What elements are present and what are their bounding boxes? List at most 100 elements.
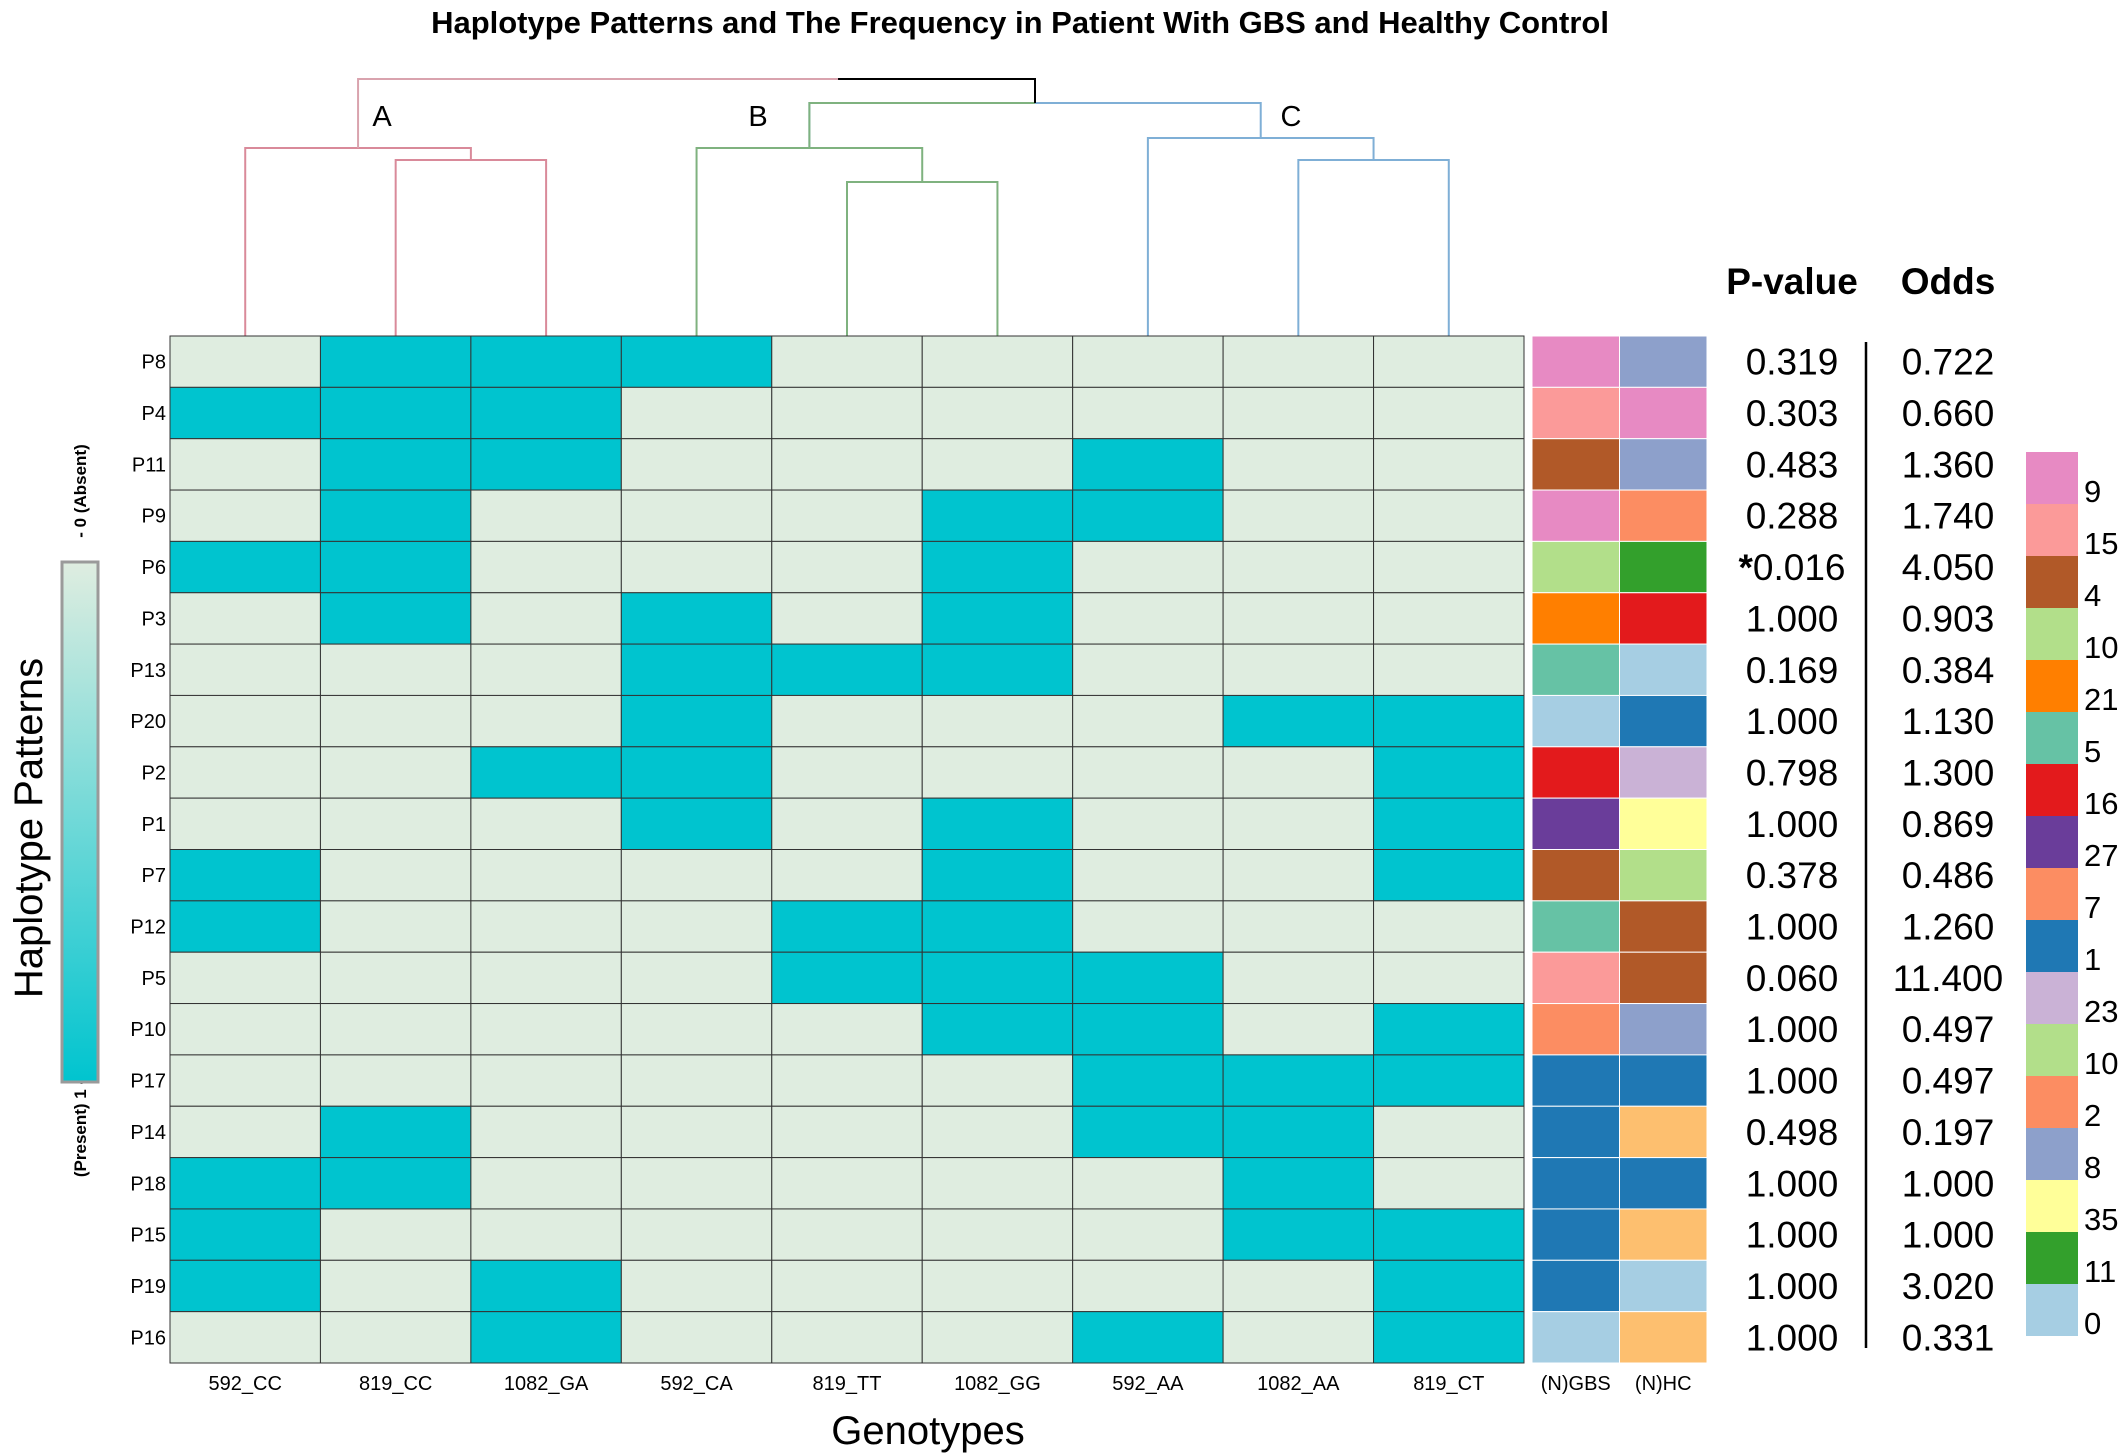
- legend-label: 8: [2084, 1150, 2101, 1185]
- heatmap-cell: [1222, 951, 1375, 1005]
- pvalue: 0.319: [1746, 342, 1839, 383]
- odds-value: 0.486: [1902, 855, 1995, 896]
- legend-label: 2: [2084, 1098, 2101, 1133]
- heatmap-cell: [771, 1208, 923, 1261]
- heatmap-cell: [1373, 900, 1525, 953]
- column-label: 1082_AA: [1257, 1373, 1340, 1395]
- heatmap-cell: [921, 438, 1074, 491]
- heatmap-cell: [470, 540, 622, 594]
- dendrogram-branch: [846, 181, 999, 336]
- heatmap-cell: [470, 797, 622, 851]
- legend-swatch: [2026, 920, 2078, 972]
- heatmap-cell: [1373, 1157, 1525, 1210]
- heatmap-cell: [620, 797, 773, 851]
- legend-label: 10: [2084, 630, 2118, 665]
- heatmap-cell: [1373, 386, 1525, 440]
- cluster-label-b: B: [748, 101, 767, 133]
- legend-swatch: [2026, 1180, 2078, 1232]
- heatmap-cell: [470, 438, 622, 491]
- heatmap-cell: [921, 540, 1074, 594]
- hc-count-cell: [1619, 335, 1708, 388]
- odds-value: 1.000: [1902, 1163, 1995, 1204]
- absent-scale-label: - 0 (Absent): [71, 444, 90, 538]
- row-label: P19: [130, 1276, 166, 1298]
- heatmap-cell: [1222, 1105, 1375, 1159]
- heatmap-cell: [771, 1003, 923, 1056]
- heatmap-cell: [921, 643, 1074, 696]
- heatmap-cell: [771, 1105, 923, 1159]
- dendrogram-branch: [808, 102, 1035, 148]
- heatmap-cell: [169, 335, 321, 388]
- heatmap-cell: [620, 694, 773, 748]
- legend-swatch: [2026, 452, 2078, 504]
- heatmap-cell: [1072, 1003, 1224, 1056]
- heatmap-cell: [1373, 849, 1525, 902]
- legend-swatch: [2026, 1076, 2078, 1128]
- hc-count-cell: [1619, 1054, 1708, 1107]
- heatmap-cell: [1373, 694, 1525, 748]
- heatmap-cell: [1222, 1003, 1375, 1056]
- heatmap-cell: [1222, 1054, 1375, 1107]
- heatmap-cell: [470, 1105, 622, 1159]
- pvalue: 1.000: [1746, 1163, 1839, 1204]
- heatmap-cell: [1072, 694, 1224, 748]
- heatmap-cell: [1373, 438, 1525, 491]
- heatmap-cell: [319, 694, 472, 748]
- hc-count-cell: [1619, 797, 1708, 851]
- heatmap-cell: [1222, 335, 1375, 388]
- heatmap-cell: [771, 1311, 923, 1364]
- heatmap-cell: [620, 386, 773, 440]
- y-axis-label: Haplotype Patterns: [7, 658, 51, 998]
- heatmap-cell: [1373, 643, 1525, 696]
- heatmap-cell: [1222, 540, 1375, 594]
- heatmap-cell: [470, 335, 622, 388]
- pvalue: 1.000: [1746, 1215, 1839, 1256]
- heatmap-cell: [470, 1157, 622, 1210]
- heatmap-cell: [169, 1105, 321, 1159]
- legend-label: 0: [2084, 1306, 2101, 1341]
- odds-value: 1.130: [1902, 701, 1995, 742]
- heatmap-cell: [921, 694, 1074, 748]
- present-scale-label: (Present) 1 -: [71, 1079, 90, 1177]
- odds-value: 0.903: [1902, 598, 1995, 639]
- gbs-count-cell: [1531, 1208, 1620, 1261]
- count-legend: 9 15 4 10 21 5 16 27 7 1 23 10 2 8 35 11 0: [2026, 452, 2118, 1341]
- hc-count-cell: [1619, 1003, 1708, 1056]
- gbs-count-cell: [1531, 1311, 1620, 1364]
- heatmap-cell: [1072, 951, 1224, 1005]
- legend-label: 27: [2084, 838, 2118, 873]
- heatmap-cell: [319, 1208, 472, 1261]
- row-label: P4: [142, 403, 166, 425]
- gbs-count-cell: [1531, 746, 1620, 799]
- heatmap-cell: [1072, 386, 1224, 440]
- heatmap-cell: [169, 1259, 321, 1313]
- gbs-count-cell: [1531, 643, 1620, 696]
- heatmap-cell: [1222, 643, 1375, 696]
- gbs-count-cell: [1531, 694, 1620, 748]
- heatmap-cell: [921, 797, 1074, 851]
- odds-value: 1.360: [1902, 444, 1995, 485]
- heatmap-cell: [921, 592, 1074, 645]
- odds-value: 0.197: [1902, 1112, 1995, 1153]
- heatmap-cell: [169, 386, 321, 440]
- heatmap-cell: [169, 489, 321, 542]
- heatmap-cell: [1222, 797, 1375, 851]
- row-label: P6: [142, 557, 166, 579]
- odds-value: 11.400: [1893, 958, 2003, 999]
- chart-title: Haplotype Patterns and The Frequency in …: [431, 5, 1609, 40]
- heatmap-cell: [620, 438, 773, 491]
- heatmap-cell: [921, 1259, 1074, 1313]
- heatmap-cell: [1222, 386, 1375, 440]
- column-dendrogram: A B C: [244, 78, 1450, 336]
- heatmap-cell: [1222, 1208, 1375, 1261]
- legend-swatch: [2026, 1284, 2078, 1336]
- legend-swatch: [2026, 868, 2078, 920]
- odds-value: 0.384: [1902, 650, 1995, 691]
- row-label: P7: [142, 865, 166, 887]
- heatmap-cell: [319, 797, 472, 851]
- heatmap-cell: [319, 643, 472, 696]
- heatmap-cell: [1222, 694, 1375, 748]
- row-label: P8: [142, 352, 166, 374]
- heatmap-cell: [1373, 1311, 1525, 1364]
- gbs-count-cell: [1531, 849, 1620, 902]
